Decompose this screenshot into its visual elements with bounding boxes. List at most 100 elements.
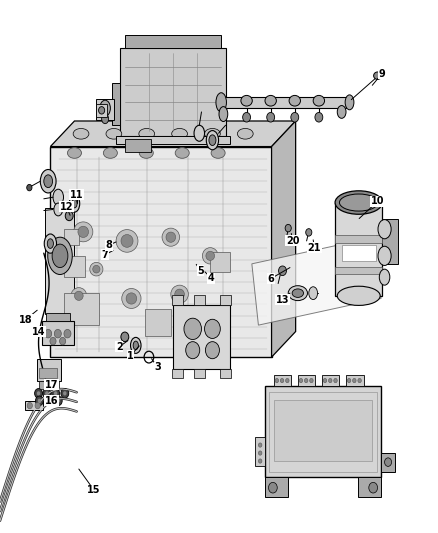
Ellipse shape	[45, 329, 52, 338]
Polygon shape	[46, 313, 70, 321]
Text: 21: 21	[308, 243, 321, 253]
Polygon shape	[265, 386, 381, 477]
Polygon shape	[381, 453, 395, 472]
Text: 15: 15	[88, 486, 101, 495]
Ellipse shape	[315, 112, 323, 122]
Polygon shape	[382, 219, 398, 264]
Ellipse shape	[54, 203, 63, 216]
Ellipse shape	[37, 391, 40, 395]
Ellipse shape	[175, 148, 189, 158]
Ellipse shape	[206, 251, 215, 261]
Ellipse shape	[74, 222, 93, 242]
Ellipse shape	[279, 266, 286, 276]
Ellipse shape	[52, 389, 60, 398]
Ellipse shape	[369, 482, 378, 493]
Polygon shape	[335, 203, 382, 296]
Ellipse shape	[310, 378, 313, 383]
Ellipse shape	[291, 112, 299, 122]
Bar	[335, 235, 382, 243]
Ellipse shape	[306, 229, 312, 236]
Ellipse shape	[172, 128, 187, 139]
Ellipse shape	[358, 378, 361, 383]
Ellipse shape	[335, 191, 382, 214]
Ellipse shape	[280, 378, 284, 383]
Text: 16: 16	[45, 396, 58, 406]
Text: 17: 17	[45, 380, 58, 390]
Ellipse shape	[38, 399, 41, 403]
Text: 13: 13	[276, 295, 289, 304]
Ellipse shape	[139, 128, 155, 139]
Ellipse shape	[353, 378, 356, 383]
Bar	[346, 375, 364, 386]
Polygon shape	[112, 83, 120, 125]
Ellipse shape	[47, 399, 51, 403]
Ellipse shape	[45, 396, 53, 406]
Polygon shape	[221, 97, 346, 108]
Bar	[255, 437, 265, 466]
Ellipse shape	[258, 451, 262, 455]
Ellipse shape	[265, 95, 276, 106]
Polygon shape	[125, 139, 151, 152]
Bar	[145, 309, 171, 336]
Ellipse shape	[78, 226, 88, 238]
Ellipse shape	[337, 106, 346, 118]
Polygon shape	[220, 369, 231, 378]
Ellipse shape	[345, 95, 354, 110]
Ellipse shape	[72, 199, 77, 208]
Polygon shape	[50, 121, 296, 147]
Text: 5: 5	[197, 266, 204, 276]
Bar	[342, 245, 376, 261]
Ellipse shape	[194, 125, 205, 141]
Ellipse shape	[205, 319, 220, 338]
Ellipse shape	[63, 391, 67, 395]
Ellipse shape	[121, 235, 133, 247]
Text: 7: 7	[102, 250, 109, 260]
Polygon shape	[252, 237, 381, 325]
Ellipse shape	[288, 286, 307, 301]
Ellipse shape	[52, 244, 68, 268]
Ellipse shape	[61, 389, 69, 398]
Ellipse shape	[206, 131, 219, 150]
Ellipse shape	[175, 289, 184, 300]
Ellipse shape	[103, 148, 117, 158]
Text: 6: 6	[267, 274, 274, 284]
Ellipse shape	[205, 342, 219, 359]
Ellipse shape	[186, 342, 200, 359]
Ellipse shape	[102, 114, 109, 124]
Ellipse shape	[100, 100, 110, 116]
Ellipse shape	[268, 482, 277, 493]
Ellipse shape	[44, 234, 57, 253]
Polygon shape	[172, 295, 183, 305]
Text: 9: 9	[378, 69, 385, 78]
Ellipse shape	[258, 459, 262, 463]
Bar	[274, 400, 372, 461]
Text: 20: 20	[286, 236, 299, 246]
Bar	[269, 392, 377, 472]
Polygon shape	[50, 147, 272, 357]
Ellipse shape	[378, 246, 391, 265]
Ellipse shape	[339, 194, 378, 211]
Polygon shape	[25, 401, 43, 410]
Polygon shape	[194, 369, 205, 378]
Ellipse shape	[171, 285, 188, 303]
Ellipse shape	[313, 95, 325, 106]
Polygon shape	[120, 48, 226, 136]
Ellipse shape	[45, 391, 49, 395]
Ellipse shape	[139, 148, 153, 158]
Polygon shape	[37, 359, 61, 381]
Ellipse shape	[99, 107, 105, 114]
Ellipse shape	[292, 289, 304, 297]
Text: 10: 10	[371, 197, 384, 206]
Bar	[64, 229, 79, 245]
Ellipse shape	[27, 184, 32, 191]
Ellipse shape	[35, 402, 40, 409]
Polygon shape	[42, 321, 74, 345]
Ellipse shape	[184, 318, 201, 340]
Ellipse shape	[54, 329, 61, 338]
Ellipse shape	[116, 230, 138, 252]
Ellipse shape	[285, 224, 291, 232]
Ellipse shape	[44, 175, 53, 188]
Ellipse shape	[241, 95, 252, 106]
Ellipse shape	[286, 378, 289, 383]
Ellipse shape	[309, 287, 318, 300]
